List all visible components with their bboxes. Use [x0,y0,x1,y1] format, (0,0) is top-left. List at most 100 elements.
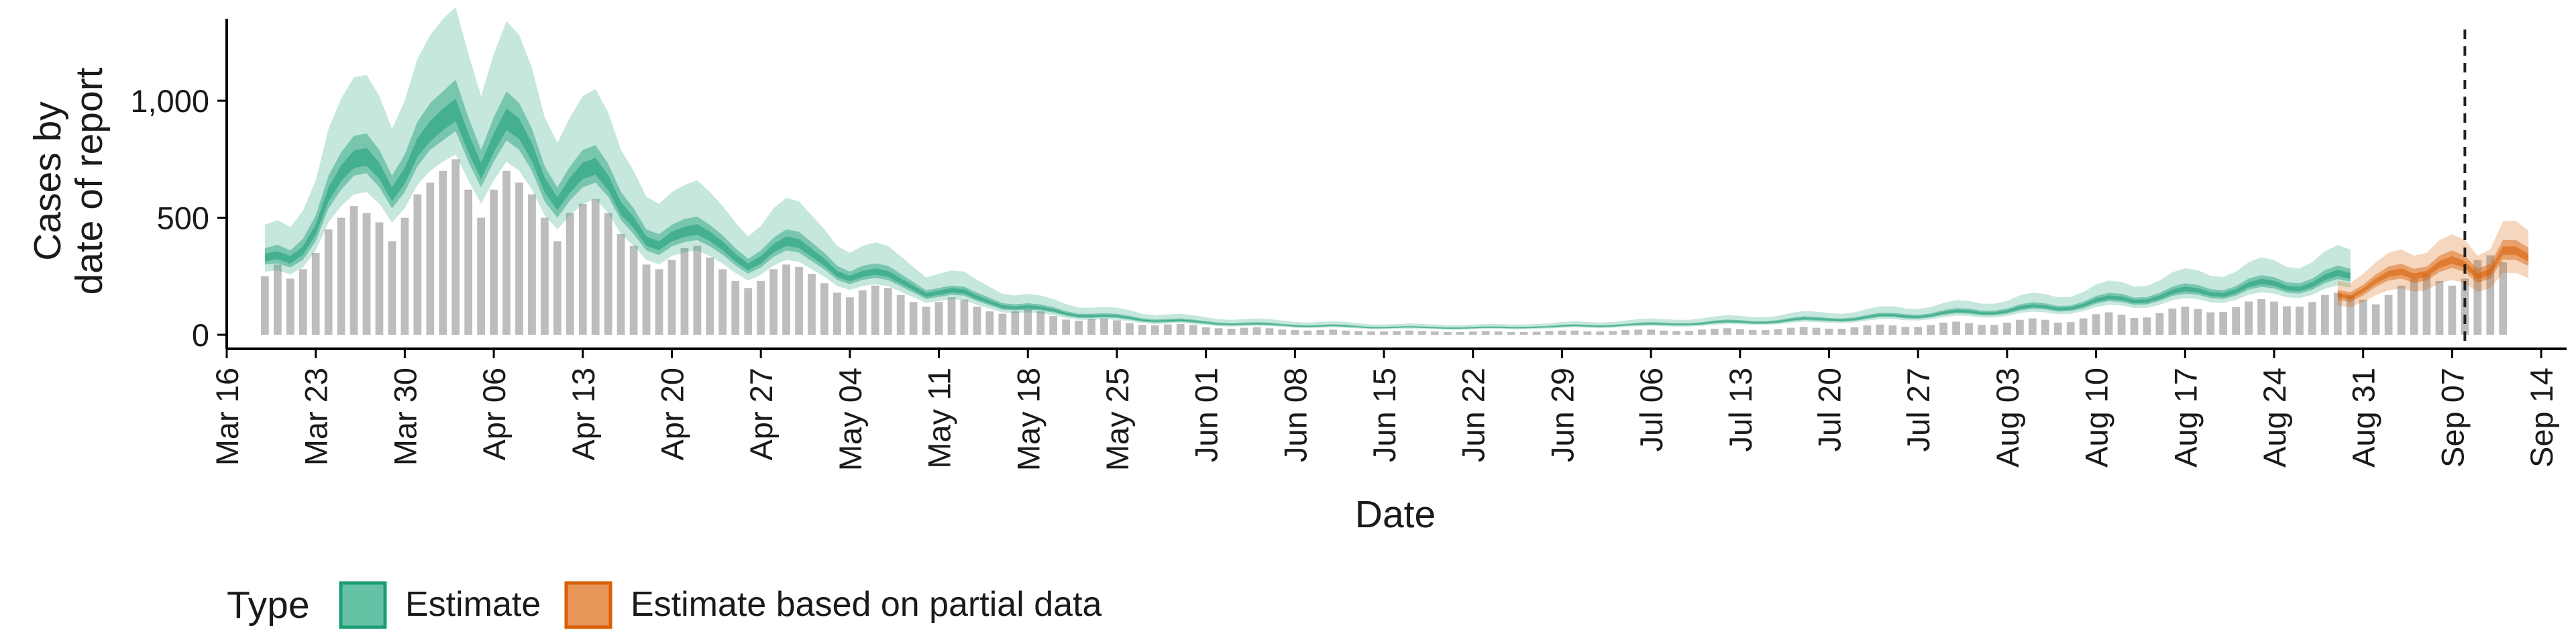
x-tick-label: Aug 03 [1990,368,2025,468]
x-tick-label: Sep 14 [2524,368,2559,468]
observed-bar [1405,330,1413,335]
observed-bar [1519,331,1528,335]
observed-bar [2219,311,2228,335]
observed-bar [2486,255,2495,335]
x-tick-label: Apr 06 [476,368,512,460]
observed-bar [833,292,841,335]
observed-bar [1087,319,1095,335]
observed-bar [1227,328,1236,335]
observed-bar [2028,318,2037,335]
y-tick-label: 500 [157,201,209,236]
x-tick-label: Mar 16 [209,368,245,466]
observed-bar [2053,322,2062,335]
observed-bar [1634,329,1643,335]
observed-bar [1150,325,1159,335]
observed-bar [1698,329,1706,335]
x-tick-label: May 11 [922,368,957,469]
observed-bar [2397,285,2406,335]
observed-bar [2257,299,2265,335]
observed-bar [1138,325,1146,335]
observed-bar [451,159,460,335]
observed-bar [1711,328,1719,335]
observed-bar [311,252,320,335]
observed-bar [744,288,753,335]
observed-bar [934,302,943,335]
observed-bar [1799,327,1808,335]
observed-bar [1443,331,1452,335]
observed-bar [413,194,422,335]
observed-bar [2296,307,2304,335]
observed-bar [1545,331,1554,335]
observed-bar [1291,330,1299,335]
observed-bar [591,199,600,335]
observed-bar [820,283,828,335]
observed-bar [757,280,765,335]
axes [225,19,2567,350]
observed-bar [260,276,269,335]
estimate-90-interval [264,7,2351,330]
observed-bar [2092,314,2100,335]
observed-bar [400,217,409,335]
observed-bar [375,222,384,335]
observed-bar [1494,331,1503,335]
observed-bar [1914,327,1923,335]
y-axis-title: Cases by date of report [26,67,111,294]
observed-bar [871,285,879,335]
observed-bar [2308,302,2316,335]
observed-bar [2232,307,2241,335]
observed-bar [1507,331,1515,335]
observed-bar [769,269,778,335]
observed-bar [718,269,727,335]
observed-bar [1354,331,1363,335]
observed-bar [1163,324,1172,335]
observed-bar [922,307,930,335]
observed-bar [960,299,969,335]
x-tick-label: Mar 23 [299,368,334,466]
legend-title: Type [227,584,310,627]
observed-bar [1481,331,1490,335]
observed-bar [2346,295,2355,335]
observed-bar [2194,309,2202,335]
x-tick-label: May 25 [1099,368,1135,471]
observed-bar [1850,327,1859,335]
observed-bar [1367,331,1375,335]
x-axis-title: Date [1355,493,1436,536]
observed-bar [1812,327,1821,335]
x-tick-label: Jul 27 [1900,368,1936,451]
observed-bar [973,307,981,335]
observed-bar [1049,316,1058,335]
observed-bar [1978,325,1986,335]
observed-bar [2245,301,2253,335]
x-tick-label: Apr 13 [566,368,601,460]
observed-bar [1761,330,1770,335]
observed-bar [528,194,536,335]
observed-bar [578,203,587,335]
observed-bar [1570,330,1579,335]
observed-cases-bars [260,159,2508,335]
x-tick-label: Jul 13 [1723,368,1758,451]
y-tick-label: 1,000 [130,83,209,119]
observed-bar [1303,330,1312,335]
observed-bar [2448,285,2457,335]
partial-estimate-90-interval [2337,221,2529,307]
x-tick-label: Jun 01 [1189,368,1224,462]
observed-bar [2168,308,2177,335]
y-tick-label: 0 [192,317,209,353]
observed-bar [845,297,854,335]
observed-bar [2499,262,2508,335]
observed-bar [2181,307,2190,335]
observed-bar [337,217,345,335]
observed-bar [2117,315,2126,335]
legend-label-partial: Estimate based on partial data [631,585,1102,624]
observed-bar [1647,329,1656,335]
x-tick-label: Jun 15 [1366,368,1402,462]
observed-bar [1214,328,1223,335]
x-tick-label: Jun 08 [1277,368,1313,462]
observed-bar [2104,312,2113,335]
x-tick-label: Jul 20 [1812,368,1847,451]
observed-bar [731,280,740,335]
observed-bar [1685,331,1693,335]
legend: Type Estimate Estimate based on partial … [227,581,1102,629]
observed-bar [1876,324,1884,335]
